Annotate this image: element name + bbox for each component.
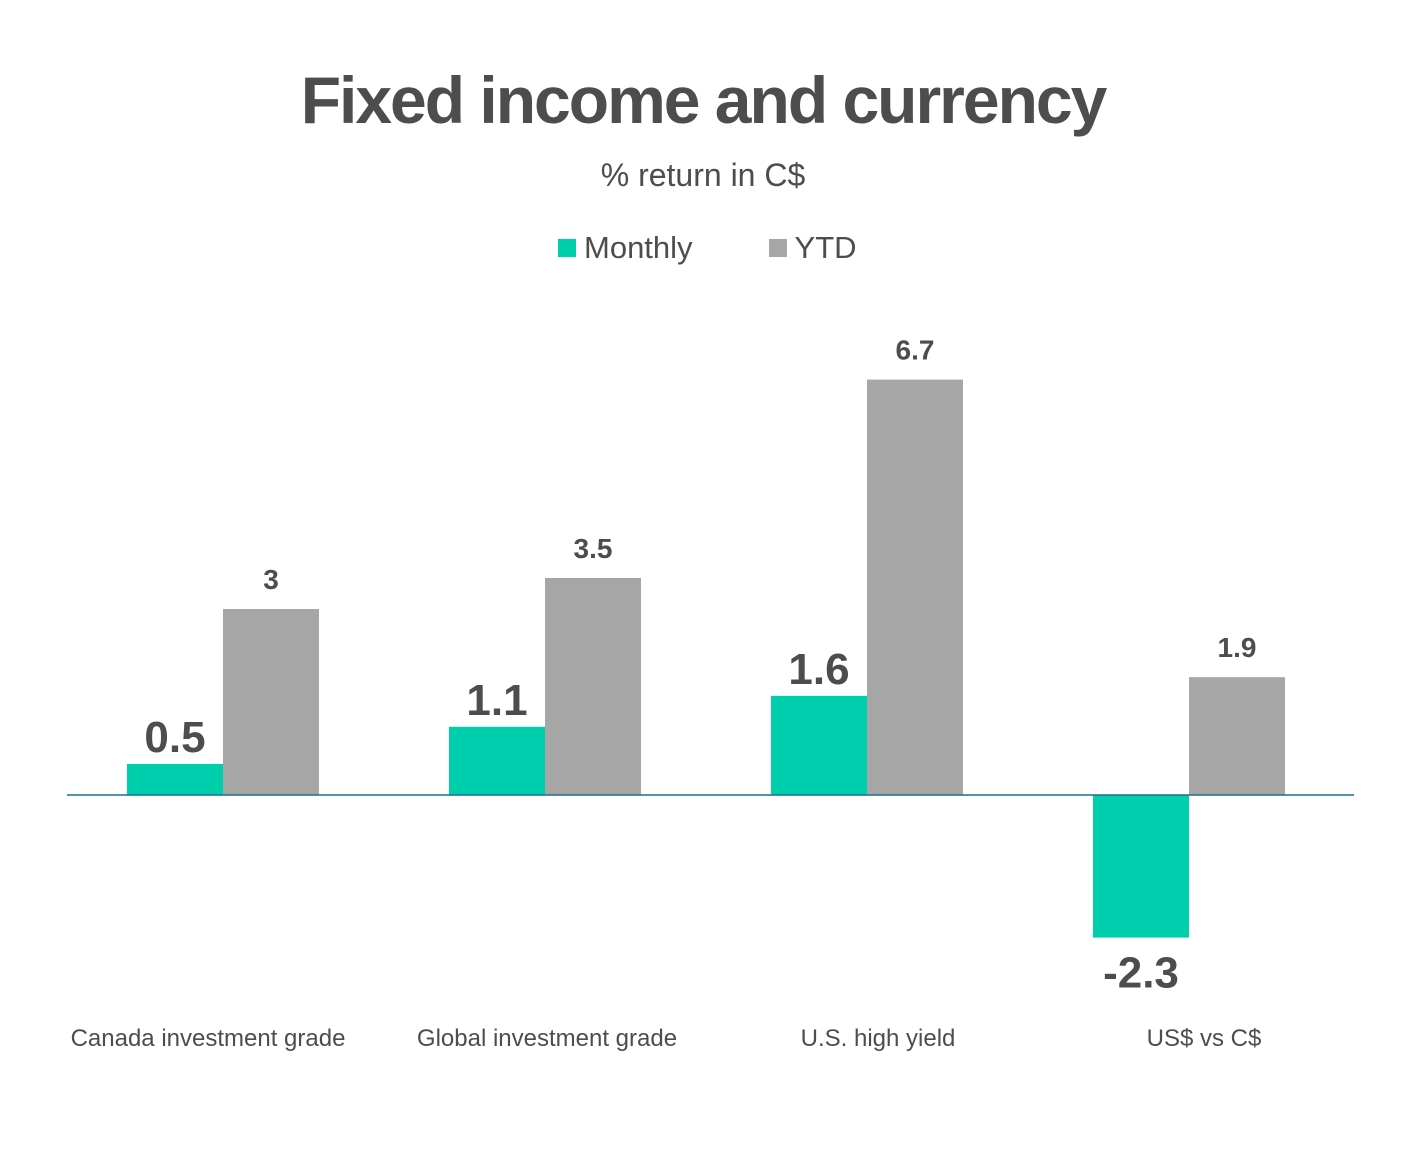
bar-monthly-u-s-high-yield: [771, 695, 867, 795]
legend-swatch-ytd: [768, 239, 787, 257]
bar-ytd-u-s-high-yield: [867, 379, 963, 795]
data-label-monthly-global-investment-grade: 1.1: [466, 676, 527, 725]
category-label-canada-investment-grade: Canada investment grade: [70, 1025, 346, 1052]
category-label-us-high-yield: U.S. high yield: [800, 1025, 956, 1052]
bar-monthly-us-vs-c: [1093, 795, 1189, 938]
bar-ytd-us-vs-c: [1189, 677, 1285, 795]
data-label-ytd-global-investment-grade: 3.5: [574, 533, 613, 564]
category-label-usd-vs-cad: US$ vs C$: [1146, 1025, 1262, 1052]
chart-subtitle: % return in C$: [600, 157, 806, 193]
data-label-ytd-us-vs-c: 1.9: [1218, 632, 1257, 663]
bar-ytd-canada-investment-grade: [223, 609, 319, 795]
legend-item-ytd: YTD: [768, 230, 857, 266]
data-label-monthly-u-s-high-yield: 1.6: [788, 645, 849, 694]
bar-monthly-global-investment-grade: [449, 726, 545, 795]
data-label-monthly-canada-investment-grade: 0.5: [144, 713, 205, 762]
legend-label-ytd: YTD: [794, 230, 857, 265]
legend-swatch-monthly: [558, 239, 576, 257]
category-label-global-investment-grade: Global investment grade: [416, 1025, 678, 1052]
legend-item-monthly: Monthly: [558, 230, 693, 266]
legend: Monthly YTD: [558, 228, 857, 268]
bar-ytd-global-investment-grade: [545, 578, 641, 795]
data-label-ytd-u-s-high-yield: 6.7: [896, 335, 935, 366]
data-label-monthly-us-vs-c: -2.3: [1103, 949, 1179, 998]
chart-title: Fixed income and currency: [300, 63, 1108, 137]
data-label-ytd-canada-investment-grade: 3: [263, 564, 279, 595]
legend-label-monthly: Monthly: [584, 230, 693, 265]
bar-monthly-canada-investment-grade: [127, 764, 223, 795]
